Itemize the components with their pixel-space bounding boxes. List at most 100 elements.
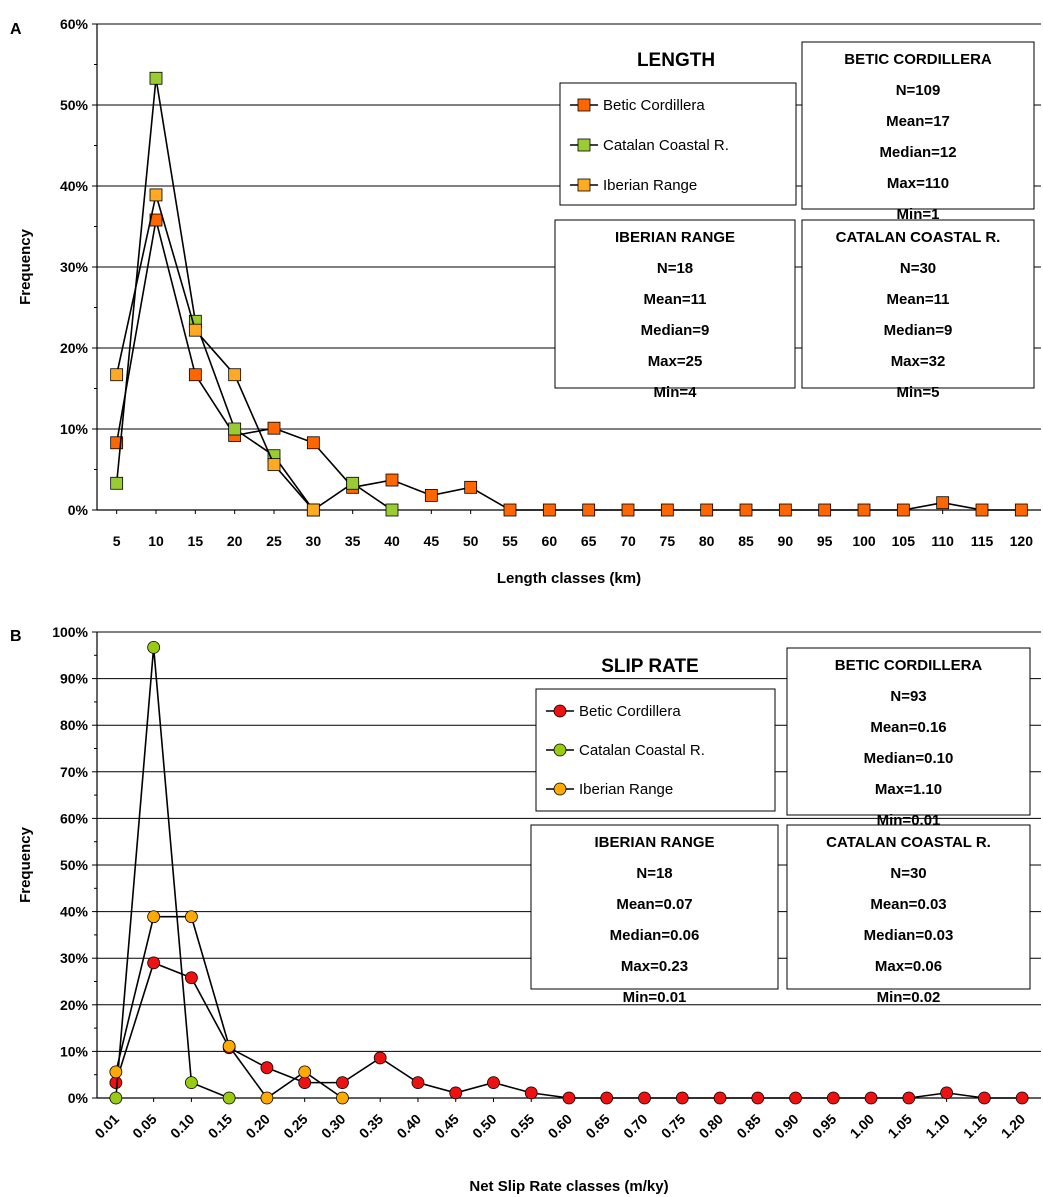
x-tick-label: 0.50 xyxy=(469,1111,500,1142)
data-point xyxy=(184,910,198,924)
data-point xyxy=(306,503,320,517)
chart-panel-a: A 0% 10% 20% 30% 40% 50% 60% 5 10 15 20 25 30 35 40 45 50… xyxy=(10,16,1041,587)
data-point xyxy=(336,1076,349,1090)
x-tick-label: 0.20 xyxy=(242,1111,273,1142)
x-tick-label: 0.35 xyxy=(356,1111,387,1142)
stats-value: Min=0.01 xyxy=(623,989,687,1006)
x-tick-label: 0.80 xyxy=(696,1111,727,1142)
data-point xyxy=(149,71,163,85)
data-point xyxy=(188,323,202,337)
data-point xyxy=(524,1086,538,1100)
data-point xyxy=(464,480,478,494)
y-tick-label: 10% xyxy=(60,421,89,437)
data-point xyxy=(222,1039,236,1053)
data-point xyxy=(298,1065,312,1079)
legend-marker xyxy=(553,743,567,757)
legend-label: Betic Cordillera xyxy=(579,703,681,720)
data-point xyxy=(940,1086,953,1100)
stats-value: Min=5 xyxy=(897,384,940,401)
stats-box-catalan-coastal-r-: CATALAN COASTAL R. N=30 Mean=11 Median=9 Max… xyxy=(801,219,1035,401)
y-tick-label: 70% xyxy=(60,764,89,780)
stats-value: Mean=0.16 xyxy=(870,719,946,736)
stats-value: Max=0.23 xyxy=(621,958,688,975)
x-tick-label: 0.10 xyxy=(167,1111,198,1142)
data-point xyxy=(260,1061,274,1075)
data-point xyxy=(713,1091,727,1105)
stats-box-title: CATALAN COASTAL R. xyxy=(836,229,1001,246)
x-tick-label: 0.30 xyxy=(318,1111,349,1142)
data-point xyxy=(184,1076,198,1090)
data-point xyxy=(267,458,281,472)
data-point xyxy=(864,1091,878,1105)
x-tick-label: 65 xyxy=(581,533,597,549)
x-tick-label: 85 xyxy=(738,533,754,549)
data-point xyxy=(298,1076,312,1090)
y-tick-label: 90% xyxy=(60,671,89,687)
data-point xyxy=(739,503,753,517)
stats-value: N=30 xyxy=(900,260,936,277)
data-point xyxy=(149,188,163,202)
x-tick-label: 5 xyxy=(113,533,121,549)
x-axis-title: Length classes (km) xyxy=(497,570,641,587)
data-point xyxy=(306,436,320,450)
data-point xyxy=(977,1091,991,1105)
y-tick-label: 50% xyxy=(60,857,89,873)
data-point xyxy=(487,1076,500,1090)
legend: Betic Cordillera Catalan Coastal R. Iberia… xyxy=(559,82,797,206)
data-point xyxy=(184,971,198,985)
stats-box-frame xyxy=(801,41,1035,210)
stats-box-catalan-coastal-r-: CATALAN COASTAL R. N=30 Mean=0.03 Median=0.… xyxy=(786,824,1031,1006)
data-point xyxy=(147,956,161,970)
y-tick-label: 10% xyxy=(60,1043,89,1059)
x-tick-label: 0.60 xyxy=(545,1111,576,1142)
stats-value: Mean=0.07 xyxy=(616,896,692,913)
data-point xyxy=(660,503,674,517)
series-betic-cordillera xyxy=(110,213,1028,517)
stats-box-frame xyxy=(554,219,796,389)
data-point xyxy=(188,368,202,382)
x-tick-label: 10 xyxy=(148,533,164,549)
stats-value: N=18 xyxy=(636,865,672,882)
stats-value: Median=0.06 xyxy=(610,927,700,944)
x-tick-label: 30 xyxy=(306,533,322,549)
stats-box-iberian-range: IBERIAN RANGE N=18 Mean=11 Median=9 Max=25 Mi… xyxy=(554,219,796,401)
data-point xyxy=(109,1076,123,1090)
stats-value: Max=32 xyxy=(891,353,946,370)
x-tick-label: 0.75 xyxy=(658,1111,689,1142)
y-tick-label: 20% xyxy=(60,997,89,1013)
series-iberian-range xyxy=(109,910,349,1105)
x-tick-label: 0.15 xyxy=(205,1111,236,1142)
x-tick-label: 95 xyxy=(817,533,833,549)
x-tick-label: 1.10 xyxy=(922,1111,953,1142)
stats-value: N=93 xyxy=(890,688,926,705)
data-point xyxy=(638,1091,651,1105)
data-point xyxy=(902,1091,916,1105)
data-point xyxy=(700,503,714,517)
series-line xyxy=(115,647,230,1099)
x-tick-label: 0.85 xyxy=(733,1111,764,1142)
legend-marker xyxy=(553,782,567,796)
series-line xyxy=(115,78,393,512)
x-tick-label: 60 xyxy=(542,533,558,549)
x-tick-label: 120 xyxy=(1010,533,1034,549)
data-point xyxy=(260,1091,274,1105)
y-tick-label: 20% xyxy=(60,340,89,356)
x-tick-label: 0.90 xyxy=(771,1111,802,1142)
x-tick-label: 40 xyxy=(384,533,400,549)
x-tick-label: 35 xyxy=(345,533,361,549)
chart-title: LENGTH xyxy=(637,50,715,71)
stats-value: Max=25 xyxy=(648,353,703,370)
data-point xyxy=(109,1091,123,1105)
x-tick-label: 90 xyxy=(778,533,794,549)
stats-value: Max=110 xyxy=(887,175,949,192)
stats-value: Median=0.03 xyxy=(864,927,954,944)
x-tick-label: 25 xyxy=(266,533,282,549)
data-point xyxy=(411,1076,425,1090)
data-point xyxy=(373,1051,387,1065)
data-point xyxy=(1015,1091,1029,1105)
x-tick-label: 20 xyxy=(227,533,243,549)
stats-value: Mean=17 xyxy=(886,113,950,130)
y-tick-label: 40% xyxy=(60,178,89,194)
x-tick-label: 1.05 xyxy=(884,1111,915,1142)
legend-label: Betic Cordillera xyxy=(603,97,705,114)
